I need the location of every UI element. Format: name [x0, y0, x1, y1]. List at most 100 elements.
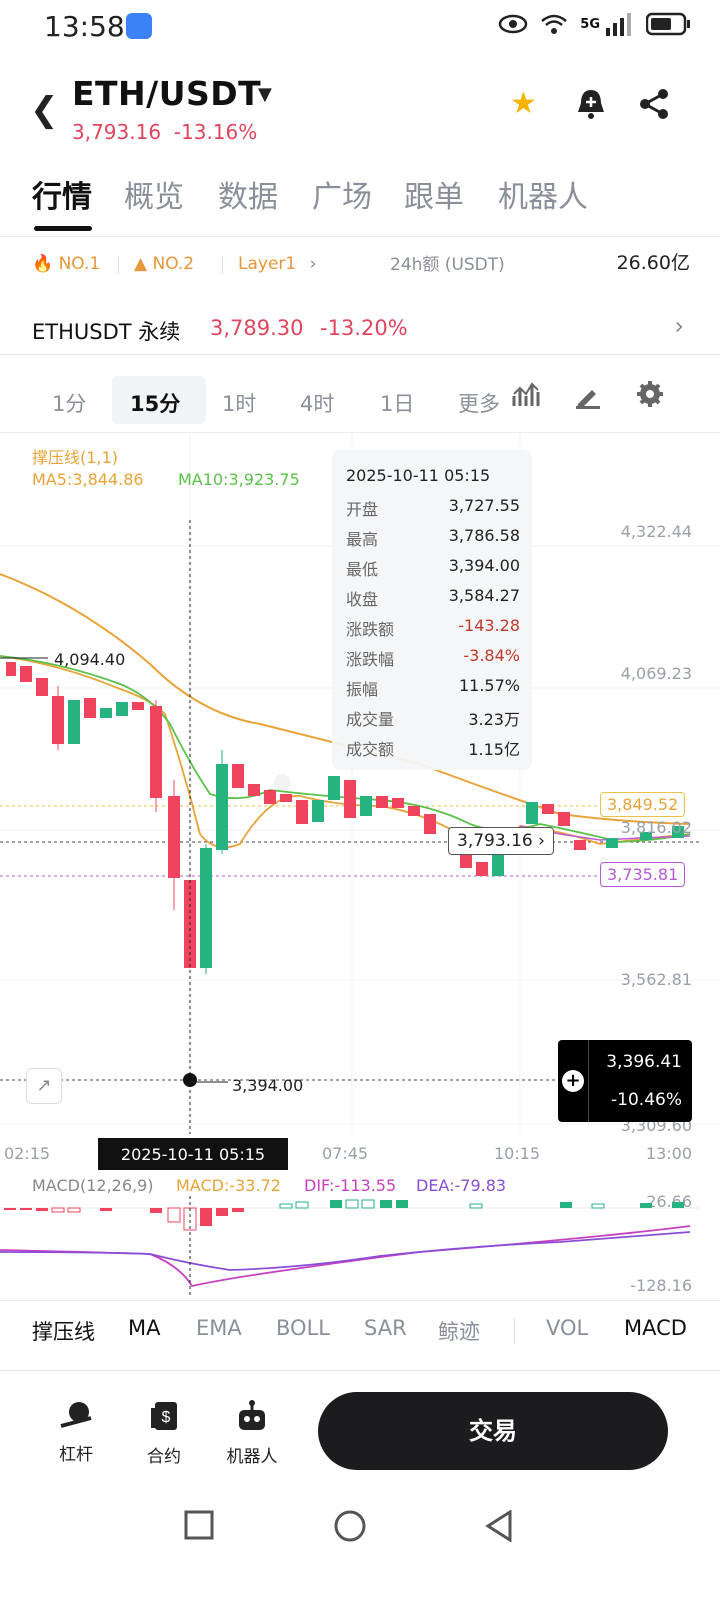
ma10-label: MA10:3,923.75 — [178, 470, 300, 489]
header: ❮ ETH/USDT ▼ 3,793.16 -13.16% ★ — [0, 68, 720, 148]
rank-layer1[interactable]: Layer1 › — [238, 254, 317, 274]
price-axis-label: 4,069.23 — [620, 664, 692, 683]
ohlc-tooltip: 2025-10-11 05:15 开盘 3,727.55 最高 3,786.58 最… — [332, 450, 532, 770]
divider — [0, 354, 720, 355]
network-label: 5G — [580, 16, 600, 32]
ma5-label: MA5:3,844.86 — [32, 470, 144, 489]
resist-price-tag[interactable]: 3,735.81 — [600, 862, 686, 887]
tf-15m[interactable]: 15分 — [130, 392, 181, 416]
tab-robot[interactable]: 机器人 — [498, 180, 588, 215]
support-price-tag[interactable]: 3,849.52 — [600, 792, 686, 817]
pair-title[interactable]: ETH/USDT — [72, 74, 262, 113]
trade-button[interactable]: 交易 — [318, 1392, 668, 1470]
price-axis-label: 3,816.02 — [620, 818, 692, 837]
rank-no2[interactable]: ▲ NO.2 — [134, 254, 195, 274]
tooltip-row: 收盘 3,584.27 — [346, 586, 520, 609]
indicator-ema[interactable]: EMA — [196, 1316, 242, 1340]
vol24-value: 26.60亿 — [616, 252, 690, 274]
indicator-whale[interactable]: 鲸迹 — [438, 1320, 480, 1344]
tooltip-row: 涨跌额 -143.28 — [346, 616, 520, 639]
time-axis-label: 13:00 — [645, 1144, 692, 1163]
tf-more[interactable]: 更多 — [458, 392, 500, 416]
time-axis-label: 02:15 — [4, 1144, 51, 1163]
tf-4h[interactable]: 4时 — [300, 392, 335, 416]
nav-leverage[interactable]: 杠杆 — [36, 1400, 116, 1465]
time-axis-label: 07:45 — [322, 1144, 369, 1163]
indicator-sar[interactable]: SAR — [364, 1316, 407, 1340]
nav-label: 机器人 — [226, 1447, 278, 1467]
plus-circle-icon[interactable]: + — [562, 1070, 584, 1092]
crosshair-date-box: 2025-10-11 05:15 — [98, 1138, 288, 1170]
macd-value: MACD:-33.72 — [176, 1176, 281, 1195]
support-line-label[interactable]: 撑压线(1,1) — [32, 448, 118, 467]
share-icon[interactable] — [638, 88, 670, 120]
eye-icon — [499, 14, 528, 34]
separator — [118, 256, 119, 274]
nav-label: 合约 — [147, 1447, 181, 1467]
back-nav-icon[interactable] — [484, 1509, 514, 1550]
candles — [6, 662, 684, 974]
hover-price-tag[interactable]: + 3,396.41 -10.46% — [558, 1040, 692, 1122]
recent-apps-icon[interactable] — [184, 1510, 214, 1548]
status-icons: 5G — [498, 12, 692, 36]
settings-gear-icon[interactable] — [636, 380, 664, 408]
hover-pct: -10.46% — [611, 1090, 682, 1110]
macd-axis-bottom: -128.16 — [630, 1276, 692, 1295]
indicator-vol[interactable]: VOL — [546, 1316, 589, 1340]
tooltip-row: 振幅 11.57% — [346, 676, 520, 699]
nav-robot[interactable]: 机器人 — [212, 1400, 292, 1467]
tab-underline — [34, 226, 92, 231]
robot-icon — [239, 1400, 265, 1430]
tooltip-row: 最高 3,786.58 — [346, 526, 520, 549]
battery-icon — [646, 12, 690, 36]
svg-text:$: $ — [162, 1409, 171, 1426]
divider — [0, 1300, 720, 1301]
ma10-line — [0, 655, 691, 843]
nav-contract[interactable]: $ 合约 — [124, 1400, 204, 1467]
app-badge-icon — [126, 13, 152, 39]
rank-no1[interactable]: 🔥 NO.1 — [32, 254, 101, 274]
tab-market[interactable]: 行情 — [32, 180, 92, 215]
indicator-icon[interactable] — [512, 382, 540, 408]
tab-square[interactable]: 广场 — [312, 180, 372, 215]
tf-1d[interactable]: 1日 — [380, 392, 415, 416]
chevron-right-icon[interactable]: › — [674, 312, 684, 340]
perp-name[interactable]: ETHUSDT 永续 — [32, 320, 181, 344]
dea-value: DEA:-79.83 — [416, 1176, 507, 1195]
high-marker-label: 4,094.40 — [54, 650, 126, 669]
macd-chart — [0, 1196, 700, 1296]
tf-1m[interactable]: 1分 — [52, 392, 87, 416]
tab-copy-trade[interactable]: 跟单 — [404, 180, 464, 215]
hover-price: 3,396.41 — [606, 1052, 682, 1072]
current-price-tag[interactable]: 3,793.16 › — [448, 827, 554, 855]
expand-icon[interactable]: ↗ — [26, 1068, 62, 1104]
tab-data[interactable]: 数据 — [218, 180, 278, 215]
perp-change: -13.20% — [320, 316, 408, 340]
home-icon[interactable] — [334, 1510, 366, 1550]
status-time: 13:58 — [44, 10, 125, 43]
tooltip-row: 最低 3,394.00 — [346, 556, 520, 579]
indicator-ma[interactable]: MA — [128, 1316, 161, 1340]
draw-pen-icon[interactable] — [574, 382, 602, 410]
bell-plus-icon[interactable] — [576, 88, 606, 120]
separator — [222, 256, 223, 274]
wifi-icon — [541, 14, 568, 34]
indicator-support-line[interactable]: 撑压线 — [32, 1320, 95, 1344]
status-bar: 13:58 5G — [0, 0, 720, 60]
tooltip-row: 开盘 3,727.55 — [346, 496, 520, 519]
divider — [0, 236, 720, 237]
caret-down-icon[interactable]: ▼ — [258, 84, 272, 105]
indicator-boll[interactable]: BOLL — [276, 1316, 330, 1340]
price-axis-label: 3,562.81 — [620, 970, 692, 989]
time-axis-label: 10:15 — [494, 1144, 541, 1163]
trend-icon: ▲ — [134, 254, 148, 274]
contract-icon: $ — [151, 1402, 177, 1430]
tab-overview[interactable]: 概览 — [124, 180, 184, 215]
tooltip-row: 涨跌幅 -3.84% — [346, 646, 520, 669]
back-icon[interactable]: ❮ — [30, 90, 59, 130]
dif-value: DIF:-113.55 — [304, 1176, 397, 1195]
chevron-right-icon: › — [309, 254, 317, 274]
tf-1h[interactable]: 1时 — [222, 392, 257, 416]
star-icon[interactable]: ★ — [510, 86, 537, 121]
indicator-macd[interactable]: MACD — [624, 1316, 687, 1340]
